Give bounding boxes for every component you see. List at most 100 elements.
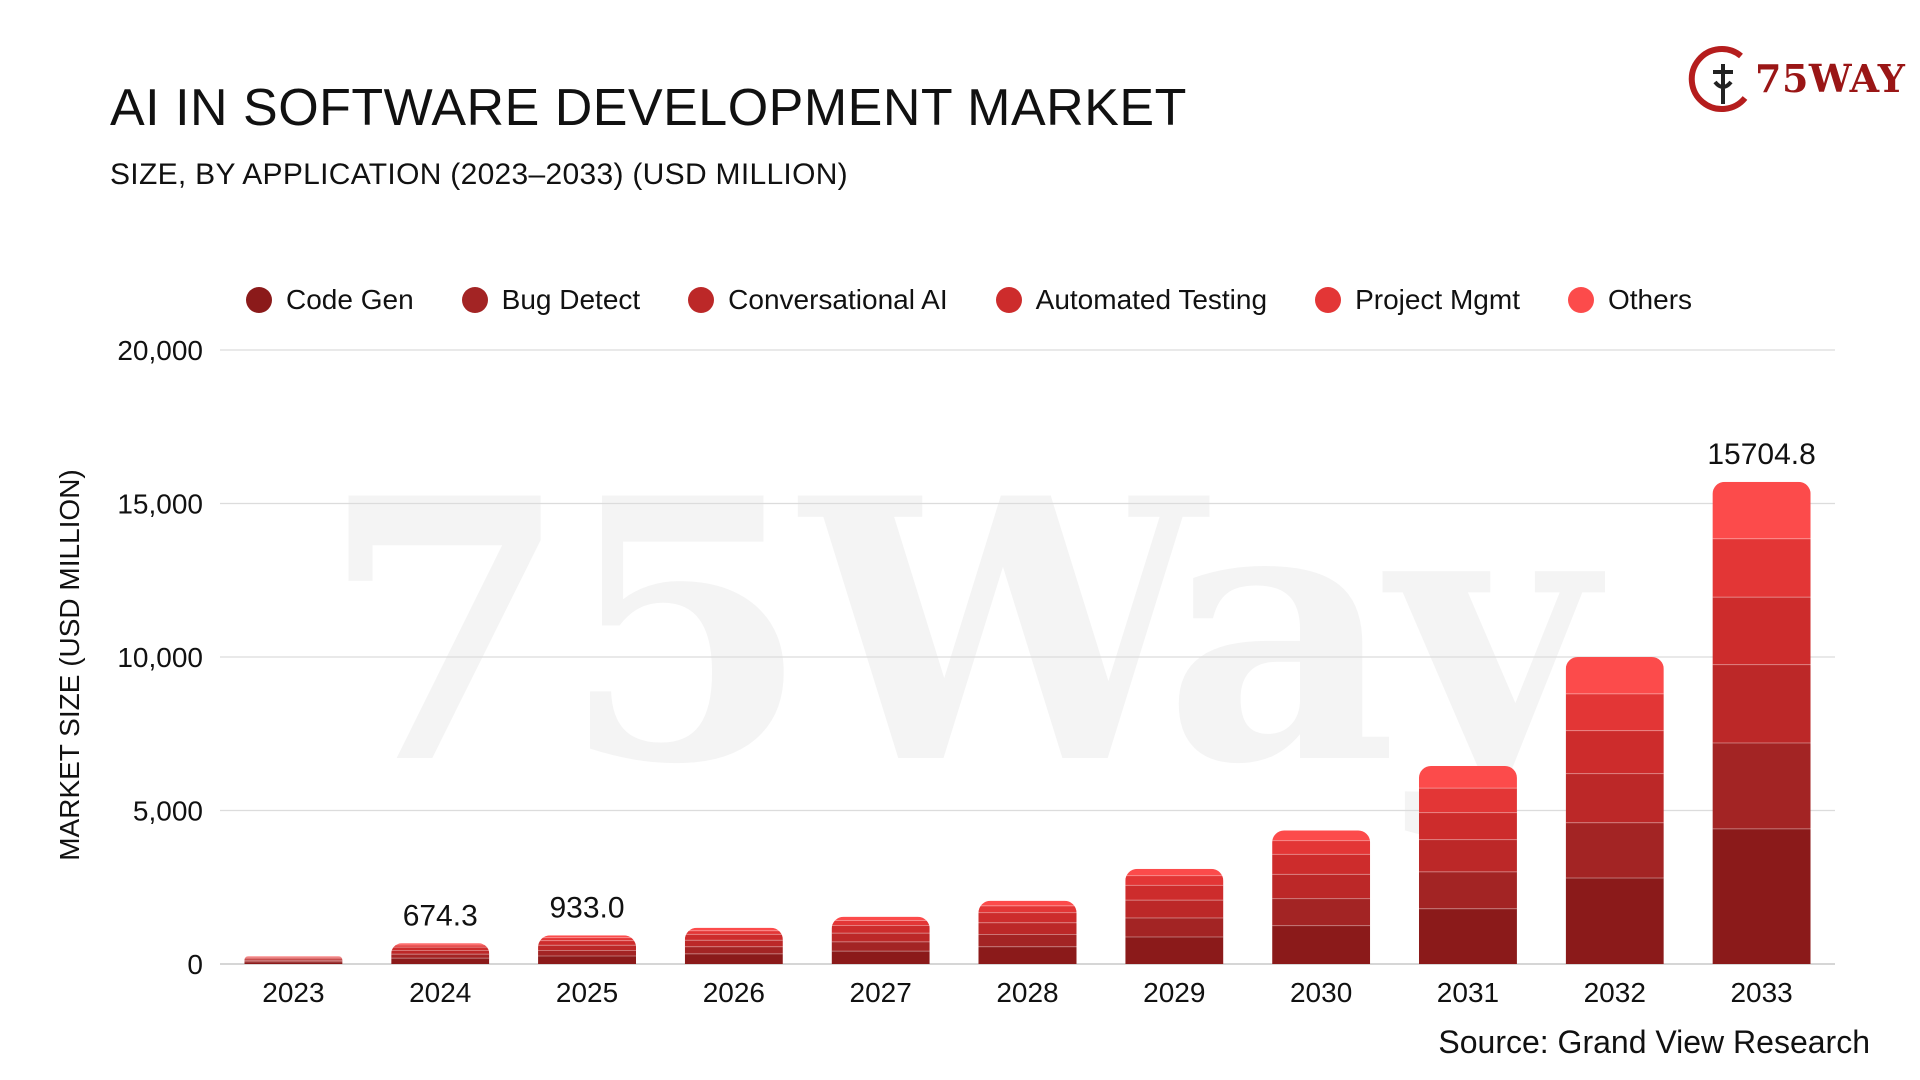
bar-segment <box>1712 828 1811 964</box>
bar-segment <box>978 922 1077 935</box>
legend-label: Bug Detect <box>501 284 641 315</box>
bar-segment <box>1712 742 1811 829</box>
bar-segment <box>1418 788 1517 813</box>
legend-label: Others <box>1608 284 1693 315</box>
legend-label: Conversational AI <box>728 284 948 315</box>
bar-segment <box>978 946 1077 964</box>
bar-segment <box>244 961 343 964</box>
bar-segment <box>1565 878 1664 964</box>
legend-label: Code Gen <box>286 284 414 315</box>
legend-item: Others <box>1568 284 1692 316</box>
x-tick-label: 2029 <box>1143 977 1205 1008</box>
bar-segment <box>1272 925 1371 964</box>
data-label: 15704.8 <box>1707 438 1815 471</box>
bar-segment <box>684 940 783 947</box>
legend-item: Automated Testing <box>995 284 1268 316</box>
legend-swatch <box>995 287 1022 313</box>
bar-segment <box>1125 900 1224 918</box>
legend-swatch <box>688 287 715 313</box>
y-tick-label: 0 <box>187 949 203 980</box>
bar-stack <box>538 935 637 964</box>
bar-segment <box>1125 917 1224 937</box>
y-tick-label: 20,000 <box>117 335 203 366</box>
bar-segment <box>538 950 637 957</box>
legend-item: Project Mgmt <box>1315 284 1520 316</box>
bar-segment <box>831 916 930 921</box>
chart-legend: Code Gen Bug Detect Conversational AI Autom… <box>246 280 1692 320</box>
bar-segment <box>1712 664 1811 743</box>
bar-segment <box>978 905 1077 913</box>
legend-swatch <box>461 287 488 313</box>
bar-segment <box>1272 854 1371 875</box>
legend-label: Project Mgmt <box>1355 284 1520 315</box>
logo-text: 75WAY <box>1755 56 1906 101</box>
bar-segment <box>1272 830 1371 841</box>
x-tick-label: 2028 <box>996 977 1058 1008</box>
bar-segment <box>1565 693 1664 731</box>
bar-segment <box>1125 875 1224 886</box>
bar-segment <box>244 957 343 959</box>
bar-stack <box>978 900 1077 964</box>
bar-segment <box>244 960 343 962</box>
x-tick-label: 2023 <box>262 977 324 1008</box>
bar-segment <box>1712 597 1811 665</box>
bar-segment <box>538 940 637 946</box>
bar-segment <box>978 934 1077 947</box>
bar-segment <box>1418 871 1517 909</box>
bar-segment <box>1418 812 1517 840</box>
bar-segment <box>391 944 490 948</box>
chart-subtitle: SIZE, BY APPLICATION (2023–2033) (USD MI… <box>110 158 848 191</box>
chart-title: AI IN SOFTWARE DEVELOPMENT MARKET <box>110 79 1187 137</box>
bar-segment <box>1565 657 1664 694</box>
bar-segment <box>978 912 1077 923</box>
bar-segment <box>684 930 783 935</box>
bar-segment <box>684 934 783 941</box>
bar-stack <box>391 943 490 964</box>
data-label: 933.0 <box>550 891 625 924</box>
bar-segment <box>1272 898 1371 926</box>
legend-label: Automated Testing <box>1035 284 1268 315</box>
brand-logo: 75WAY <box>1683 42 1905 122</box>
bar-stack <box>1272 830 1371 964</box>
bar-segment <box>1272 840 1371 855</box>
legend-item: Bug Detect <box>461 284 641 316</box>
bar-segment <box>684 946 783 954</box>
bar-segment <box>978 900 1077 906</box>
bar-stack <box>1418 765 1517 964</box>
bar-segment <box>684 927 783 931</box>
bar-segment <box>1125 936 1224 964</box>
legend-item: Conversational AI <box>688 284 948 316</box>
bar-segment <box>831 941 930 952</box>
bar-segment <box>831 925 930 934</box>
bar-segment <box>244 956 343 957</box>
data-label: 674.3 <box>403 899 478 932</box>
bar-segment <box>244 958 343 961</box>
bar-segment <box>244 956 343 958</box>
x-tick-label: 2025 <box>556 977 618 1008</box>
source-note: Source: Grand View Research <box>1438 1024 1870 1060</box>
legend-swatch <box>1568 287 1594 313</box>
y-tick-label: 5,000 <box>133 796 203 827</box>
bar-stack <box>1712 481 1811 964</box>
bar-segment <box>684 953 783 964</box>
bar-segment <box>1712 538 1811 598</box>
bar-segment <box>1712 481 1811 539</box>
bar-stack <box>831 916 930 964</box>
bar-segment <box>1418 765 1517 789</box>
x-tick-label: 2031 <box>1437 977 1499 1008</box>
bar-segment <box>538 956 637 964</box>
logo-mark-icon <box>1688 46 1748 113</box>
x-tick-label: 2030 <box>1290 977 1352 1008</box>
bar-segment <box>1565 773 1664 823</box>
bar-stack <box>244 956 343 964</box>
bar-segment <box>1418 839 1517 872</box>
bar-segment <box>831 951 930 964</box>
bar-segment <box>391 954 490 959</box>
x-tick-label: 2024 <box>409 977 471 1008</box>
bar-segment <box>538 937 637 941</box>
legend-item: Code Gen <box>246 284 414 316</box>
bar-segment <box>391 947 490 951</box>
bar-segment <box>391 943 490 945</box>
bar-segment <box>1565 730 1664 774</box>
